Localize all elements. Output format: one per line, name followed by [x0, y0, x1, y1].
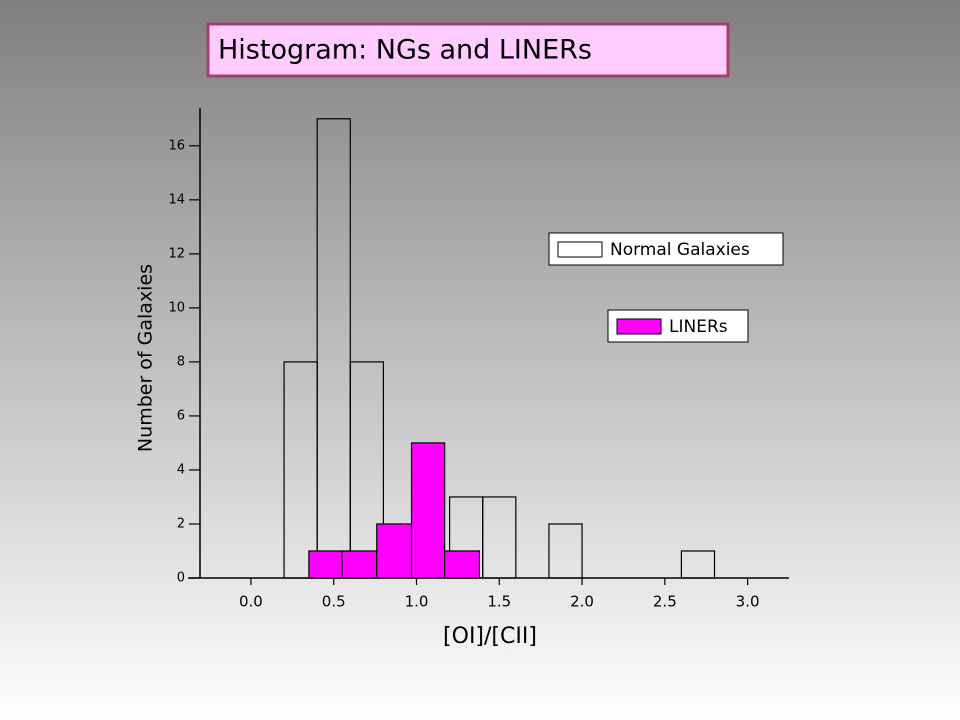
bar	[410, 442, 446, 579]
bar	[444, 550, 481, 579]
y-tick-label: 8	[177, 354, 185, 369]
y-tick-label: 16	[168, 138, 185, 153]
y-tick-label: 6	[177, 408, 185, 423]
legend-swatch	[557, 241, 603, 258]
title-box	[206, 22, 730, 78]
legend-box	[548, 232, 784, 266]
x-tick-label: 1.5	[487, 593, 511, 611]
y-axis-label: Number of Galaxies	[135, 264, 157, 452]
bar	[376, 523, 413, 579]
bar	[308, 550, 343, 579]
legend-label: Normal Galaxies	[610, 240, 750, 260]
x-tick-label: 2.5	[653, 593, 677, 611]
chart-title: Histogram: NGs and LINERs	[218, 35, 592, 66]
y-tick-label: 14	[168, 192, 185, 207]
y-tick-label: 2	[177, 516, 185, 531]
bar	[680, 550, 716, 579]
bar	[548, 523, 583, 579]
bar	[482, 496, 517, 579]
x-axis-label: [OI]/[CII]	[443, 624, 537, 649]
y-tick-label: 4	[177, 462, 185, 477]
x-tick-label: 1.0	[405, 593, 429, 611]
legend: Normal Galaxies LINERs	[548, 232, 784, 343]
y-tick-label: 0	[177, 571, 185, 586]
plot-area: 0 2 4 6 8 10 12 14 16 0.0 0.5 1.0 1.5 2.0 2.5 3.0	[168, 108, 789, 611]
x-tick-label: 0.5	[322, 593, 346, 611]
y-tick-label: 12	[168, 246, 185, 261]
bar	[341, 550, 378, 579]
x-tick-label: 0.0	[239, 593, 263, 611]
y-tick-label: 10	[168, 300, 185, 315]
x-tick-label: 2.0	[570, 593, 594, 611]
legend-swatch	[616, 318, 662, 335]
legend-label: LINERs	[669, 317, 728, 337]
x-tick-label: 3.0	[736, 593, 760, 611]
